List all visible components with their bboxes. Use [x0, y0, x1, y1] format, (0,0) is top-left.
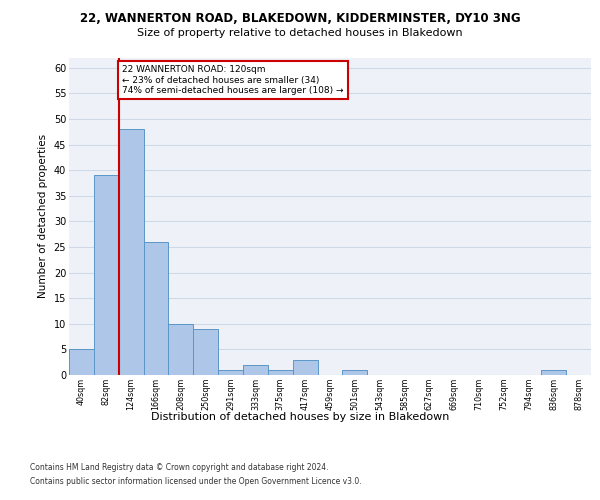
Bar	[143, 242, 169, 375]
Bar	[293, 360, 317, 375]
Text: Contains public sector information licensed under the Open Government Licence v3: Contains public sector information licen…	[30, 478, 362, 486]
Bar	[343, 370, 367, 375]
Bar	[119, 129, 143, 375]
Text: 22, WANNERTON ROAD, BLAKEDOWN, KIDDERMINSTER, DY10 3NG: 22, WANNERTON ROAD, BLAKEDOWN, KIDDERMIN…	[80, 12, 520, 26]
Y-axis label: Number of detached properties: Number of detached properties	[38, 134, 48, 298]
Bar	[541, 370, 566, 375]
Bar	[243, 365, 268, 375]
Bar	[169, 324, 193, 375]
Text: Contains HM Land Registry data © Crown copyright and database right 2024.: Contains HM Land Registry data © Crown c…	[30, 462, 329, 471]
Bar	[193, 329, 218, 375]
Bar	[94, 176, 119, 375]
Text: 22 WANNERTON ROAD: 120sqm
← 23% of detached houses are smaller (34)
74% of semi-: 22 WANNERTON ROAD: 120sqm ← 23% of detac…	[122, 65, 344, 95]
Text: Distribution of detached houses by size in Blakedown: Distribution of detached houses by size …	[151, 412, 449, 422]
Bar	[268, 370, 293, 375]
Text: Size of property relative to detached houses in Blakedown: Size of property relative to detached ho…	[137, 28, 463, 38]
Bar	[218, 370, 243, 375]
Bar	[69, 350, 94, 375]
